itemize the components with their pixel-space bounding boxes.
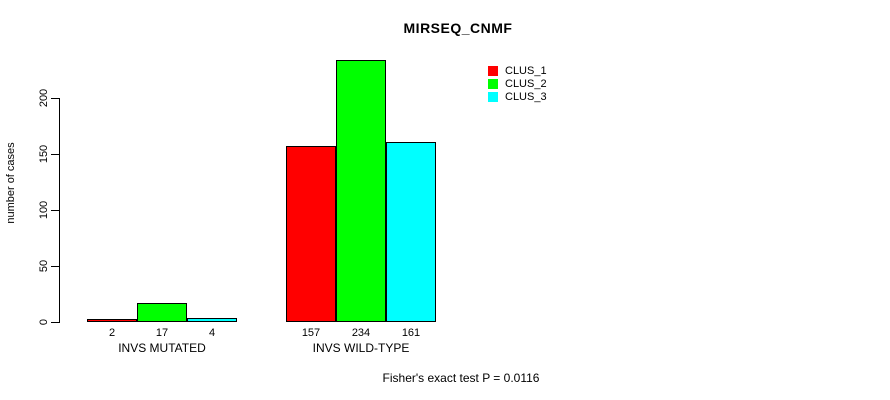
legend-swatch-clus_1 [488, 65, 498, 76]
legend-item-clus_3: CLUS_3 [488, 90, 547, 103]
legend-label: CLUS_1 [505, 64, 547, 77]
bar-clus-1-invs-mutated [87, 319, 137, 322]
chart-title: MIRSEQ_CNMF [403, 20, 513, 36]
legend-item-clus_2: CLUS_2 [488, 77, 547, 90]
y-tick-label: 100 [38, 200, 50, 220]
x-category-label: INVS MUTATED [118, 341, 206, 355]
y-tick-label: 150 [38, 144, 50, 164]
bar-clus-3-invs-mutated [187, 318, 237, 322]
x-category-label: INVS WILD-TYPE [312, 341, 410, 355]
bar-clus-3-invs-wild-type [386, 142, 436, 322]
y-tick [51, 266, 59, 267]
y-tick-label: 0 [38, 318, 50, 326]
bar-value-label: 157 [301, 327, 321, 339]
bar-clus-2-invs-wild-type [336, 60, 386, 322]
bar-value-label: 2 [108, 327, 116, 339]
legend-swatch-clus_2 [488, 78, 498, 89]
y-tick-label: 50 [38, 259, 50, 273]
legend: CLUS_1 CLUS_2 CLUS_3 [488, 64, 547, 103]
y-axis-label: number of cases [5, 142, 17, 224]
y-tick [51, 322, 59, 323]
bar-clus-2-invs-mutated [137, 303, 187, 322]
bar-clus-1-invs-wild-type [286, 146, 336, 322]
y-tick-label: 200 [38, 88, 50, 108]
legend-item-clus_1: CLUS_1 [488, 64, 547, 77]
y-tick [51, 98, 59, 99]
bar-value-label: 4 [208, 327, 216, 339]
bar-value-label: 17 [155, 327, 169, 339]
bar-value-label: 234 [351, 327, 371, 339]
bar-value-label: 161 [401, 327, 421, 339]
y-axis-line [59, 98, 60, 323]
annotation-text: Fisher's exact test P = 0.0116 [382, 371, 540, 385]
legend-swatch-clus_3 [488, 91, 498, 102]
y-tick [51, 154, 59, 155]
legend-label: CLUS_3 [505, 90, 547, 103]
legend-label: CLUS_2 [505, 77, 547, 90]
y-tick [51, 210, 59, 211]
